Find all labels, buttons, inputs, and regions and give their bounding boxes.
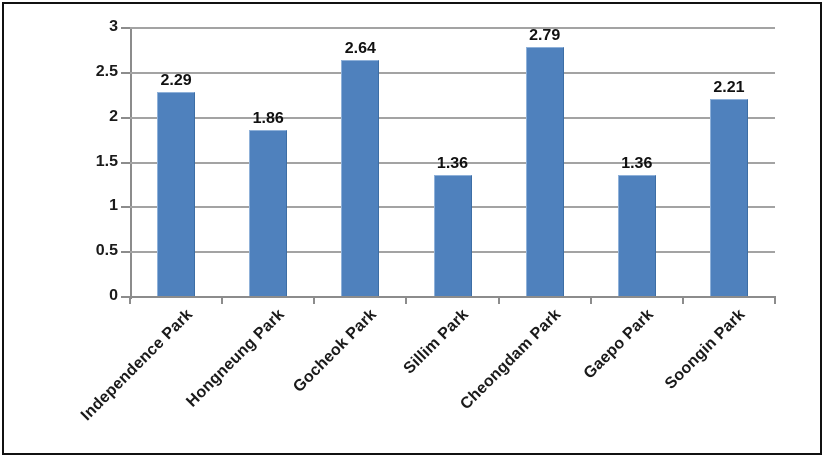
x-axis-tick bbox=[221, 298, 224, 304]
y-axis-tick bbox=[121, 296, 130, 298]
x-axis-tick bbox=[774, 298, 776, 304]
y-gridline bbox=[130, 161, 775, 164]
bar-value-label: 2.64 bbox=[344, 40, 376, 58]
y-tick-label: 1 bbox=[109, 197, 118, 215]
bar-value-label: 2.29 bbox=[160, 71, 192, 89]
y-tick-label: 3 bbox=[109, 18, 118, 35]
x-axis-tick bbox=[129, 298, 131, 304]
x-axis-tick bbox=[497, 298, 500, 304]
y-axis-tick bbox=[121, 161, 130, 164]
x-axis-tick bbox=[405, 298, 408, 304]
y-tick-label: 2.5 bbox=[95, 62, 118, 80]
bar-value-label: 1.86 bbox=[252, 110, 284, 128]
y-axis-tick bbox=[121, 116, 130, 119]
bar-cheongdam-park: 2.79 bbox=[525, 27, 564, 297]
y-axis-tick bbox=[121, 206, 130, 209]
y-tick-label: 2 bbox=[109, 107, 118, 125]
chart-outer-border bbox=[2, 2, 822, 455]
y-gridline bbox=[130, 71, 775, 74]
y-axis-tick bbox=[121, 71, 130, 74]
y-gridline bbox=[130, 27, 775, 29]
bar-sillim-park: 1.36 bbox=[433, 155, 472, 297]
y-tick-label: 1.5 bbox=[95, 152, 118, 170]
y-tick-label: 0.5 bbox=[95, 242, 118, 260]
y-axis-tick bbox=[121, 251, 130, 254]
bar-independence-park: 2.29 bbox=[157, 72, 196, 297]
x-axis-tick bbox=[313, 298, 316, 304]
y-axis-line bbox=[130, 28, 132, 299]
bar-gaepo-park: 1.36 bbox=[617, 155, 656, 297]
bar-hongneung-park: 1.86 bbox=[249, 110, 288, 297]
bar-value-label: 1.36 bbox=[621, 155, 653, 173]
bar-value-label: 2.21 bbox=[713, 78, 745, 96]
y-tick-label: 0 bbox=[109, 287, 118, 304]
x-axis-tick bbox=[589, 298, 592, 304]
x-axis-tick bbox=[681, 298, 684, 304]
x-axis-line bbox=[129, 296, 776, 298]
plot-area: 2.29 1.86 2.64 1.36 2.79 1.36 2.21 bbox=[130, 27, 775, 297]
bar-value-label: 1.36 bbox=[436, 155, 469, 173]
bar-soongin-park: 2.21 bbox=[709, 79, 748, 297]
y-axis-tick bbox=[121, 27, 130, 29]
y-gridline bbox=[130, 116, 775, 119]
bar-gocheok-park: 2.64 bbox=[341, 40, 380, 297]
bar-value-label: 2.79 bbox=[529, 26, 561, 44]
